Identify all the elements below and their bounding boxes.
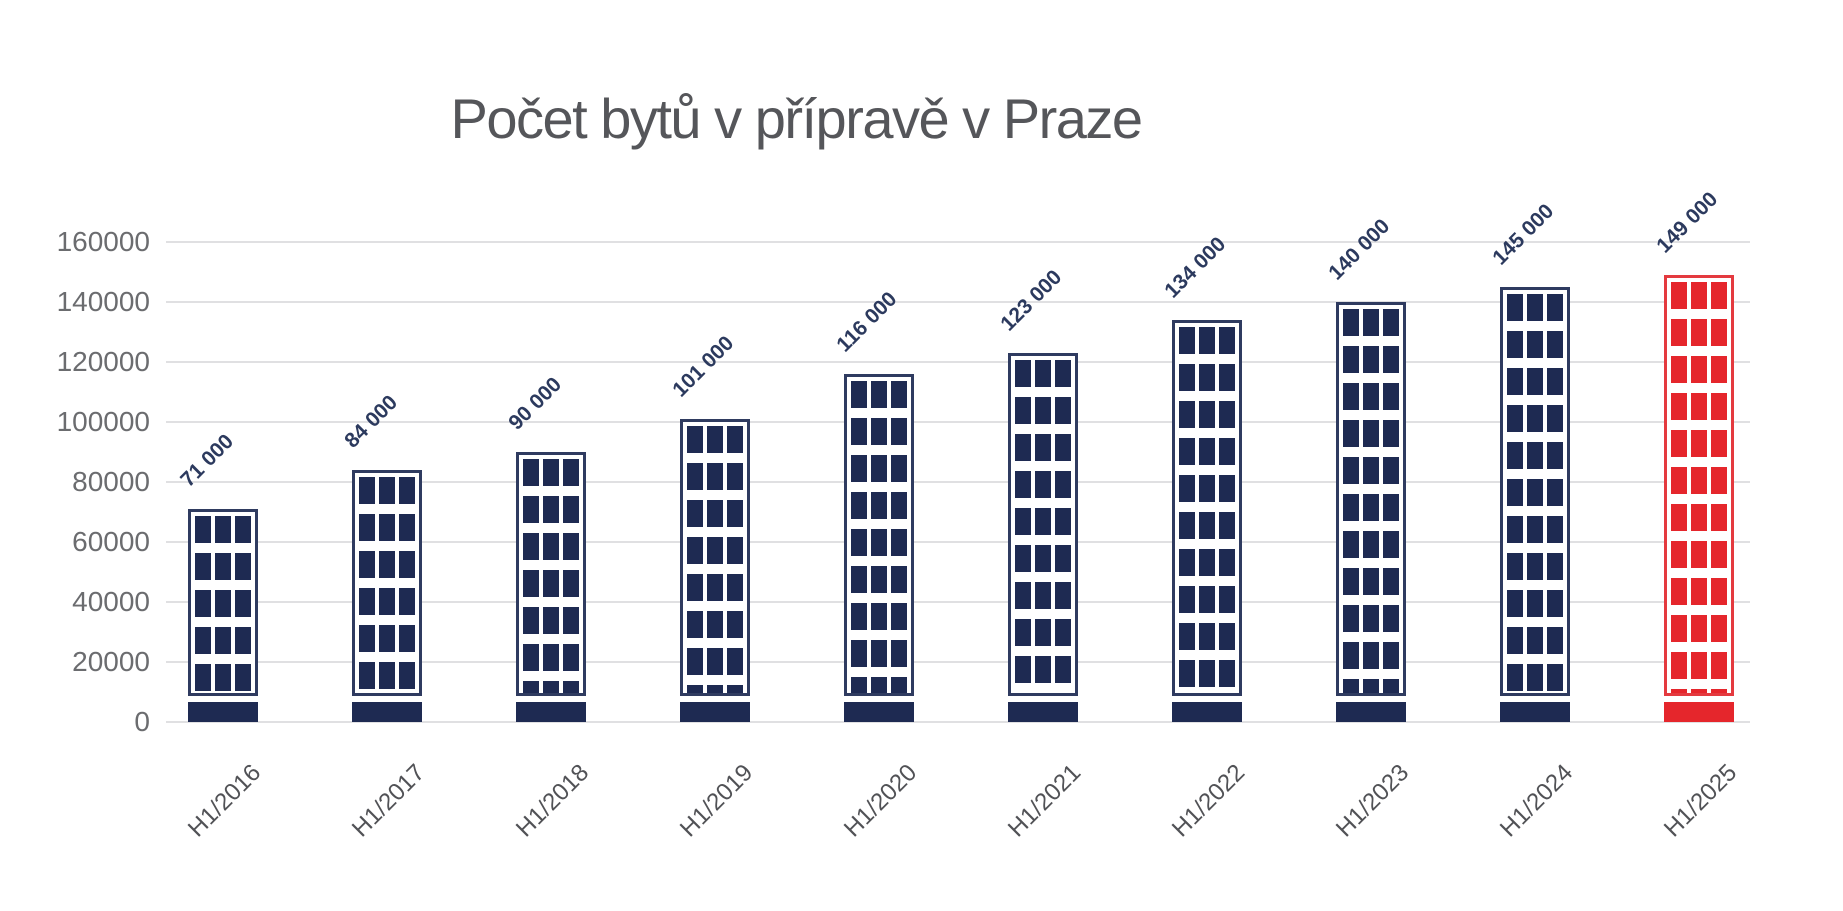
bar-value-label-h1-2020: 116 000 [832, 287, 902, 357]
x-axis-label-h1-2018: H1/2018 [510, 759, 595, 843]
gridline [166, 601, 1750, 603]
bar-building-h1-2018 [516, 452, 586, 696]
bar-building-h1-2020 [844, 374, 914, 696]
bar-building-h1-2017 [352, 470, 422, 696]
x-axis-label-h1-2023: H1/2023 [1330, 759, 1415, 843]
x-axis-label-h1-2016: H1/2016 [182, 759, 267, 843]
y-axis-tick-label: 60000 [72, 526, 150, 557]
bar-base-h1-2021 [1008, 702, 1078, 722]
bar-base-h1-2022 [1172, 702, 1242, 722]
gridline [166, 541, 1750, 543]
building-windows [523, 459, 579, 693]
chart-title: Počet bytů v přípravě v Praze [450, 87, 1143, 150]
gridline [166, 301, 1750, 303]
y-axis-tick-label: 140000 [56, 286, 150, 317]
bar-base-h1-2017 [352, 702, 422, 722]
building-windows [1507, 294, 1563, 693]
building-windows [687, 426, 743, 693]
bar-building-h1-2022 [1172, 320, 1242, 696]
gridline [166, 241, 1750, 243]
gridline [166, 421, 1750, 423]
gridline [166, 481, 1750, 483]
bar-base-h1-2024 [1500, 702, 1570, 722]
bar-value-label-h1-2025: 149 000 [1652, 187, 1723, 258]
building-windows [851, 381, 907, 693]
gridline [166, 661, 1750, 663]
x-axis-label-h1-2022: H1/2022 [1166, 759, 1251, 843]
bar-base-h1-2023 [1336, 702, 1406, 722]
gridline [166, 361, 1750, 363]
y-axis-tick-label: 20000 [72, 646, 150, 677]
bar-building-h1-2024 [1500, 287, 1570, 696]
y-axis-tick-label: 40000 [72, 586, 150, 617]
bar-building-h1-2023 [1336, 302, 1406, 696]
bar-base-h1-2025 [1664, 702, 1734, 722]
bar-value-label-h1-2024: 145 000 [1488, 199, 1559, 270]
y-axis-tick-label: 0 [134, 706, 150, 737]
building-windows [359, 477, 415, 693]
bar-value-label-h1-2016: 71 000 [176, 429, 239, 492]
building-windows [1343, 309, 1399, 693]
bar-base-h1-2019 [680, 702, 750, 722]
gridline [166, 721, 1750, 723]
y-axis-tick-label: 120000 [56, 346, 150, 377]
building-windows [1179, 327, 1235, 693]
bar-base-h1-2020 [844, 702, 914, 722]
bar-building-h1-2019 [680, 419, 750, 696]
y-axis-tick-label: 160000 [56, 226, 150, 257]
bar-building-h1-2025 [1664, 275, 1734, 696]
bar-base-h1-2016 [188, 702, 258, 722]
y-axis-tick-label: 80000 [72, 466, 150, 497]
x-axis-label-h1-2025: H1/2025 [1658, 759, 1743, 843]
building-windows [1015, 360, 1071, 693]
x-axis-label-h1-2019: H1/2019 [674, 759, 759, 843]
building-windows [195, 516, 251, 693]
bar-value-label-h1-2023: 140 000 [1324, 214, 1395, 285]
x-axis-label-h1-2021: H1/2021 [1002, 759, 1087, 843]
bar-value-label-h1-2018: 90 000 [504, 372, 567, 435]
x-axis-label-h1-2017: H1/2017 [346, 759, 431, 843]
bar-base-h1-2018 [516, 702, 586, 722]
bar-building-h1-2016 [188, 509, 258, 696]
bar-building-h1-2021 [1008, 353, 1078, 696]
y-axis-tick-label: 100000 [56, 406, 150, 437]
bar-value-label-h1-2019: 101 000 [668, 331, 739, 402]
x-axis-label-h1-2024: H1/2024 [1494, 759, 1579, 843]
building-windows [1671, 282, 1727, 693]
x-axis-label-h1-2020: H1/2020 [838, 759, 923, 843]
